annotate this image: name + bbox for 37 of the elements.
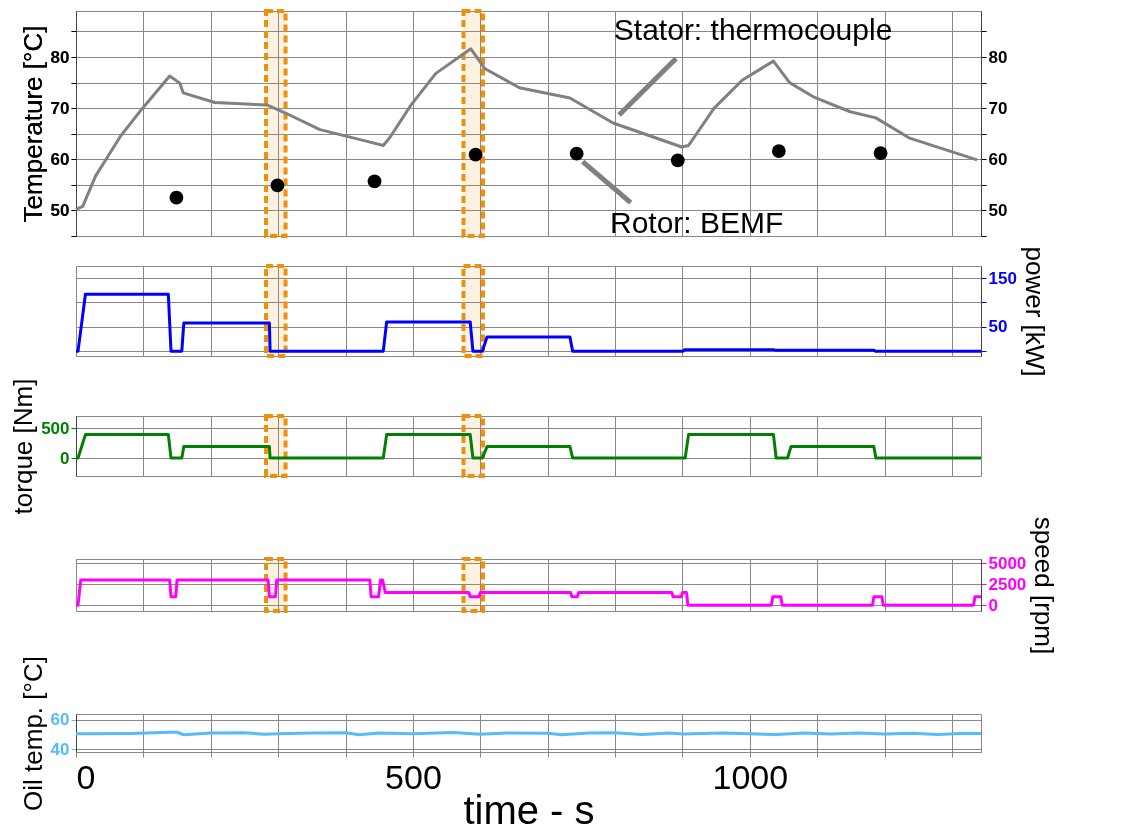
y2-axis-title: power [kW] (1019, 246, 1050, 377)
y2-tick-label: 70 (988, 98, 1008, 118)
y2-tick-label: 50 (988, 317, 1008, 337)
point (670, 153, 685, 168)
x-tick-label: 0 (76, 757, 96, 796)
y2-tick-label: 50 (988, 200, 1008, 220)
y-axis-title: Temperature [°C] (17, 25, 48, 223)
annotation: Stator: thermocouple (613, 12, 893, 46)
point (169, 190, 184, 205)
y2-tick-label: 60 (988, 149, 1008, 169)
y2-tick-label: 0 (988, 595, 998, 615)
y-tick-label: 0 (60, 448, 70, 468)
y-tick-label: 80 (50, 47, 70, 67)
y2-tick-label: 5000 (988, 553, 1027, 573)
y-tick-label: 50 (50, 200, 70, 220)
point (569, 146, 584, 161)
y-axis-title: Oil temp. [°C] (17, 656, 48, 811)
y2-tick-label: 2500 (988, 574, 1027, 594)
y2-tick-label: 80 (988, 47, 1008, 67)
point (873, 146, 888, 161)
y-tick-label: 40 (50, 739, 70, 759)
y-tick-label: 70 (50, 98, 70, 118)
x-axis-title: time - s (463, 787, 595, 829)
y-tick-label: 500 (41, 418, 70, 438)
annotation: Rotor: BEMF (609, 205, 784, 239)
y-tick-label: 60 (50, 710, 70, 730)
y2-tick-label: 150 (988, 268, 1017, 288)
point (367, 174, 382, 189)
line-series (74, 578, 983, 607)
point (771, 144, 786, 158)
point (270, 178, 285, 193)
y-axis-title: torque [Nm] (8, 378, 39, 515)
y-tick-label: 60 (50, 149, 70, 169)
x-tick-label: 500 (385, 757, 442, 796)
point (468, 147, 483, 162)
x-tick-label: 1000 (712, 757, 789, 796)
y2-axis-title: speed [rpm] (1029, 516, 1060, 655)
